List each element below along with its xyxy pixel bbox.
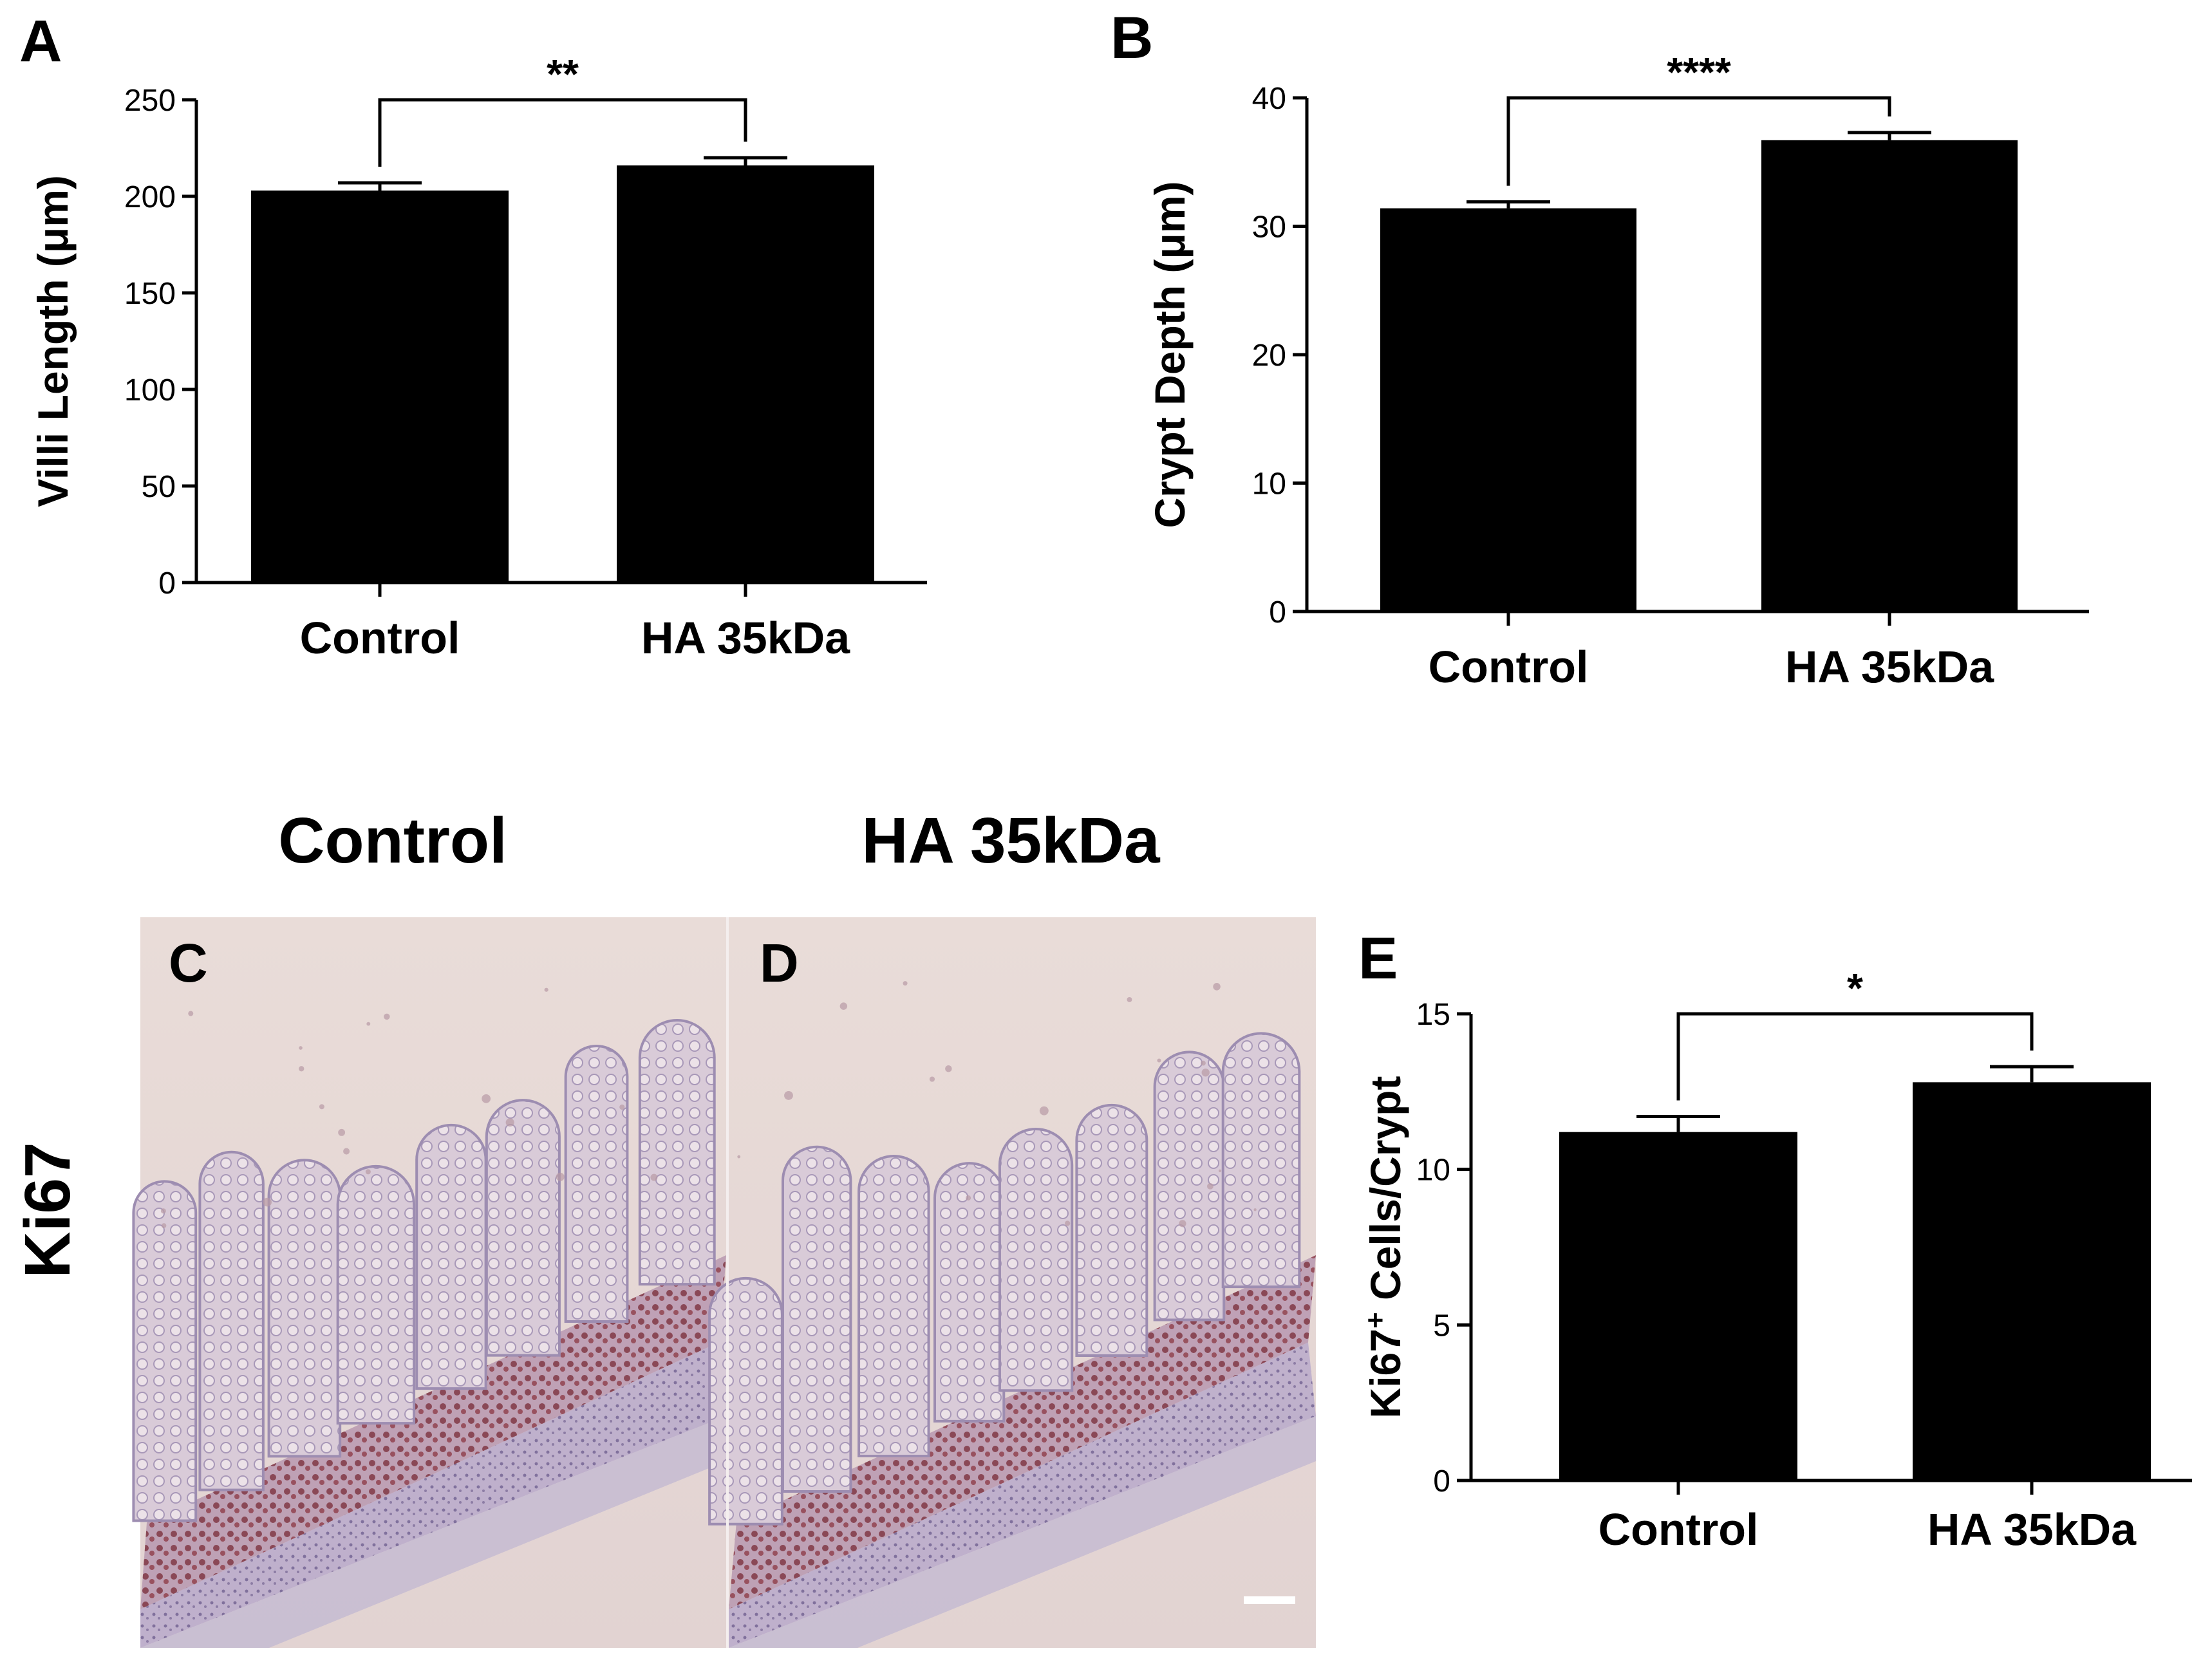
y-tick-label: 10 xyxy=(1252,467,1286,501)
panel-letter-b: B xyxy=(1111,5,1153,71)
bar xyxy=(1559,1132,1797,1480)
y-tick-label: 5 xyxy=(1433,1309,1450,1343)
micrograph-header-control: Control xyxy=(278,805,507,877)
significance-label: **** xyxy=(1667,49,1731,95)
y-tick-label: 200 xyxy=(124,180,176,214)
y-axis-label: Villi Length (μm) xyxy=(29,175,77,507)
significance-bracket xyxy=(1506,96,1891,186)
significance-label: ** xyxy=(547,51,579,97)
y-tick-label: 30 xyxy=(1252,210,1286,245)
significance-bracket xyxy=(1676,1012,2034,1101)
bar xyxy=(1380,208,1636,612)
bar xyxy=(617,165,874,583)
micrograph-row-label: Ki67 xyxy=(12,1142,84,1278)
y-tick-label: 0 xyxy=(1269,595,1286,630)
micrograph-c: C xyxy=(132,917,726,1648)
x-tick-label: Control xyxy=(1598,1504,1759,1555)
y-tick-label: 100 xyxy=(124,373,176,407)
y-tick-label: 10 xyxy=(1416,1153,1450,1188)
micrograph-d: D xyxy=(708,917,1316,1648)
y-axis-label: Crypt Depth (μm) xyxy=(1146,181,1194,528)
y-tick-label: 20 xyxy=(1252,339,1286,373)
micrograph-letter-d: D xyxy=(760,933,799,993)
bar xyxy=(1761,140,2018,612)
bar xyxy=(251,191,509,583)
x-tick-label: HA 35kDa xyxy=(1927,1504,2137,1555)
x-tick-label: HA 35kDa xyxy=(641,613,850,663)
x-tick-label: Control xyxy=(1429,642,1589,692)
panel-letter-a: A xyxy=(19,8,62,74)
y-tick-label: 150 xyxy=(124,277,176,311)
panel-letter-e: E xyxy=(1358,926,1398,991)
y-tick-label: 15 xyxy=(1416,998,1450,1032)
significance-label: * xyxy=(1847,965,1863,1011)
significance-bracket xyxy=(378,98,747,167)
y-tick-label: 250 xyxy=(124,84,176,118)
scale-bar xyxy=(1244,1596,1295,1604)
y-tick-label: 50 xyxy=(142,470,176,504)
x-tick-label: HA 35kDa xyxy=(1785,642,1994,692)
y-tick-label: 0 xyxy=(158,566,176,601)
micrograph-header-ha: HA 35kDa xyxy=(861,805,1161,877)
x-tick-label: Control xyxy=(300,613,460,663)
micrograph-letter-c: C xyxy=(169,933,208,993)
y-tick-label: 40 xyxy=(1252,82,1286,116)
chart-a-villi-length: 0 50 100 150 200 250 Control HA 35kDa ** Villi Le… xyxy=(29,51,927,663)
bar xyxy=(1913,1082,2151,1480)
chart-e-ki67-cells: 0 5 10 15 Control HA 35kDa * Ki67+ Cells/Crypt xyxy=(1360,965,2192,1555)
y-axis-label: Ki67+ Cells/Crypt xyxy=(1360,1076,1409,1419)
y-tick-label: 0 xyxy=(1433,1464,1450,1499)
chart-b-crypt-depth: 0 10 20 30 40 Control HA 35kDa **** Crypt Depth … xyxy=(1146,49,2089,692)
